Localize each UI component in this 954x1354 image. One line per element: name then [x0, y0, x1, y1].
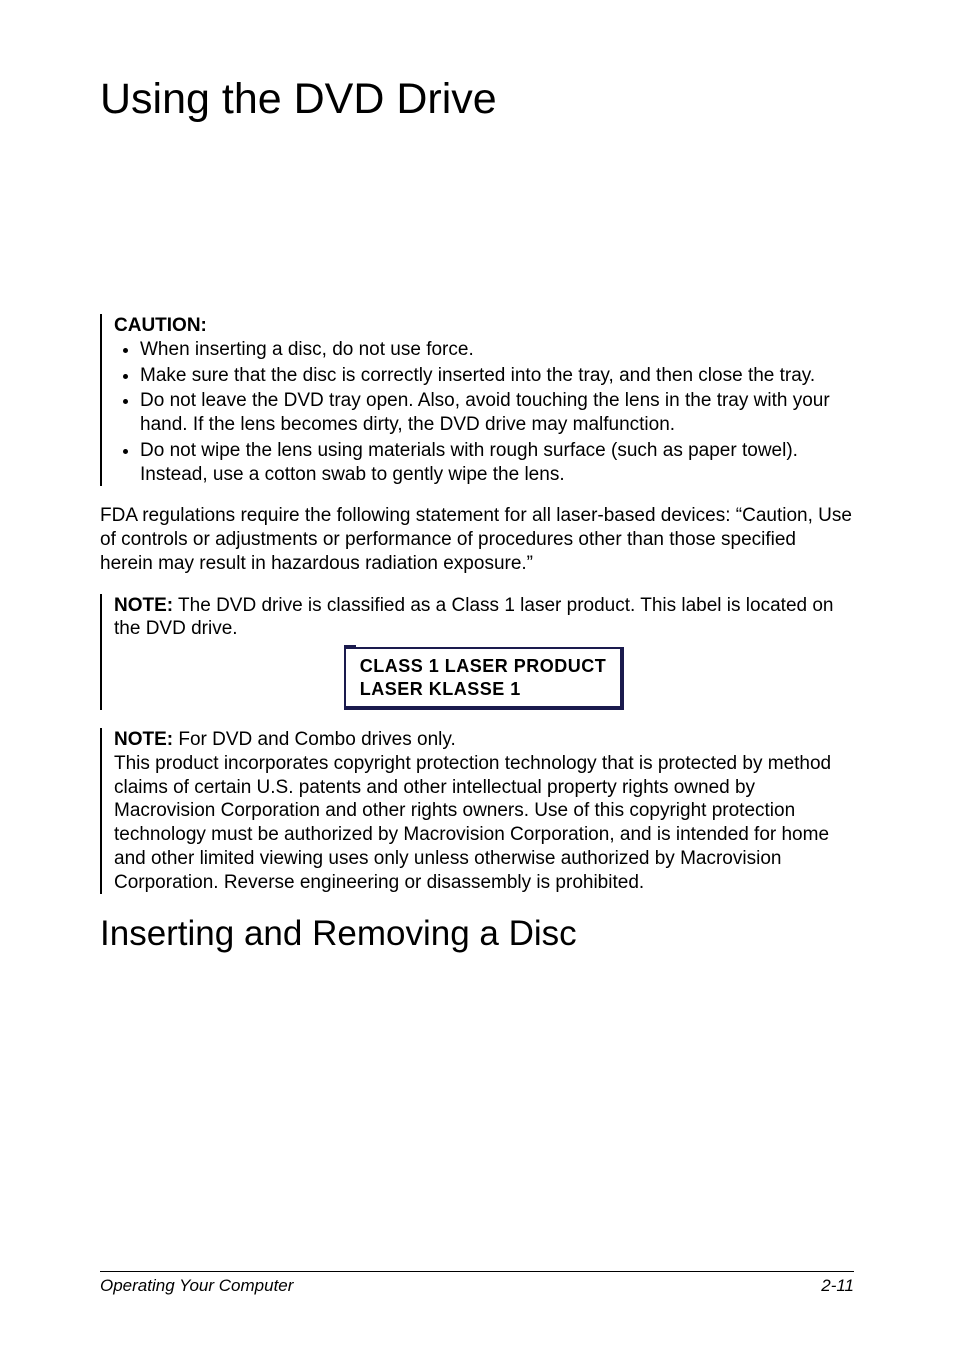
- caution-block: CAUTION: When inserting a disc, do not u…: [100, 314, 854, 486]
- laser-label: CLASS 1 LASER PRODUCT LASER KLASSE 1: [344, 647, 625, 710]
- note-1-block: NOTE: The DVD drive is classified as a C…: [100, 594, 854, 711]
- list-item: Do not wipe the lens using materials wit…: [140, 439, 854, 487]
- note-1-text: The DVD drive is classified as a Class 1…: [114, 595, 834, 640]
- laser-label-wrap: CLASS 1 LASER PRODUCT LASER KLASSE 1: [114, 647, 854, 710]
- caution-list: When inserting a disc, do not use force.…: [114, 338, 854, 487]
- laser-label-line-1: CLASS 1 LASER PRODUCT: [360, 655, 607, 678]
- page-title: Using the DVD Drive: [100, 75, 854, 124]
- note-2-label: NOTE:: [114, 729, 173, 750]
- section-heading-inserting: Inserting and Removing a Disc: [100, 914, 854, 954]
- list-item: Make sure that the disc is correctly ins…: [140, 364, 854, 388]
- laser-label-line-2: LASER KLASSE 1: [360, 678, 607, 701]
- fda-paragraph: FDA regulations require the following st…: [100, 504, 854, 575]
- note-1-label: NOTE:: [114, 595, 173, 616]
- note-2-block: NOTE: For DVD and Combo drives only. Thi…: [100, 728, 854, 894]
- footer-left: Operating Your Computer: [100, 1276, 293, 1296]
- page: Using the DVD Drive CAUTION: When insert…: [0, 0, 954, 1354]
- note-2-lead: For DVD and Combo drives only.: [173, 729, 456, 750]
- list-item: Do not leave the DVD tray open. Also, av…: [140, 389, 854, 437]
- list-item: When inserting a disc, do not use force.: [140, 338, 854, 362]
- caution-label: CAUTION:: [114, 315, 207, 336]
- note-2-body: This product incorporates copyright prot…: [114, 752, 854, 895]
- footer-right: 2-11: [821, 1276, 854, 1296]
- footer: Operating Your Computer 2-11: [100, 1271, 854, 1296]
